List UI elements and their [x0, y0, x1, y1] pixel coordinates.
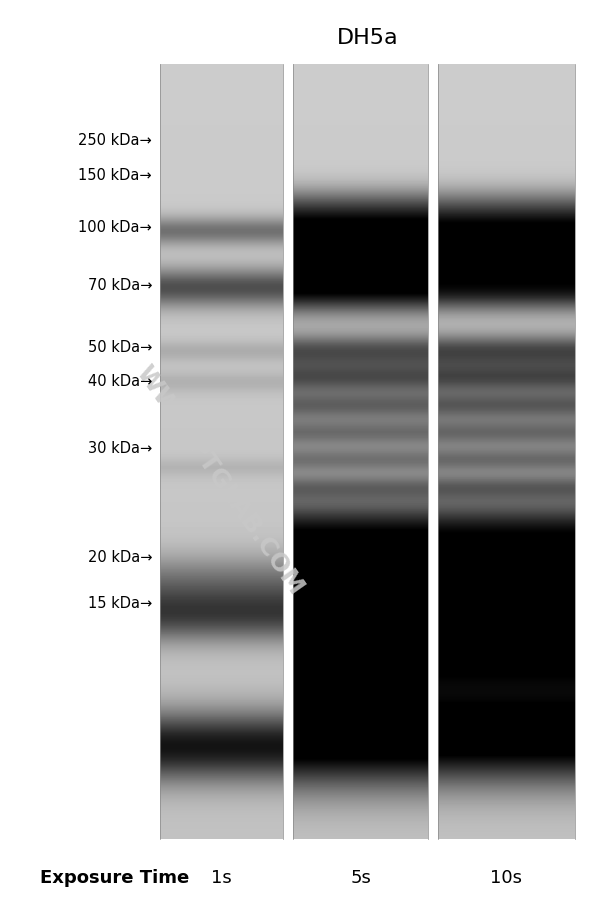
Text: 250 kDa→: 250 kDa→ — [78, 133, 152, 148]
Text: 30 kDa→: 30 kDa→ — [88, 441, 152, 456]
Text: Exposure Time: Exposure Time — [40, 868, 190, 886]
Text: 40 kDa→: 40 kDa→ — [88, 373, 152, 388]
Text: 1s: 1s — [211, 868, 232, 886]
Text: WWW.PTGLAB.COM: WWW.PTGLAB.COM — [131, 361, 308, 599]
Text: 50 kDa→: 50 kDa→ — [88, 340, 152, 355]
Text: 70 kDa→: 70 kDa→ — [88, 278, 152, 293]
Text: DH5a: DH5a — [337, 28, 398, 48]
Text: 5s: 5s — [350, 868, 371, 886]
Text: 100 kDa→: 100 kDa→ — [78, 220, 152, 235]
Text: 150 kDa→: 150 kDa→ — [79, 168, 152, 182]
Text: 10s: 10s — [491, 868, 523, 886]
Text: 20 kDa→: 20 kDa→ — [88, 549, 152, 564]
Text: 15 kDa→: 15 kDa→ — [88, 595, 152, 611]
